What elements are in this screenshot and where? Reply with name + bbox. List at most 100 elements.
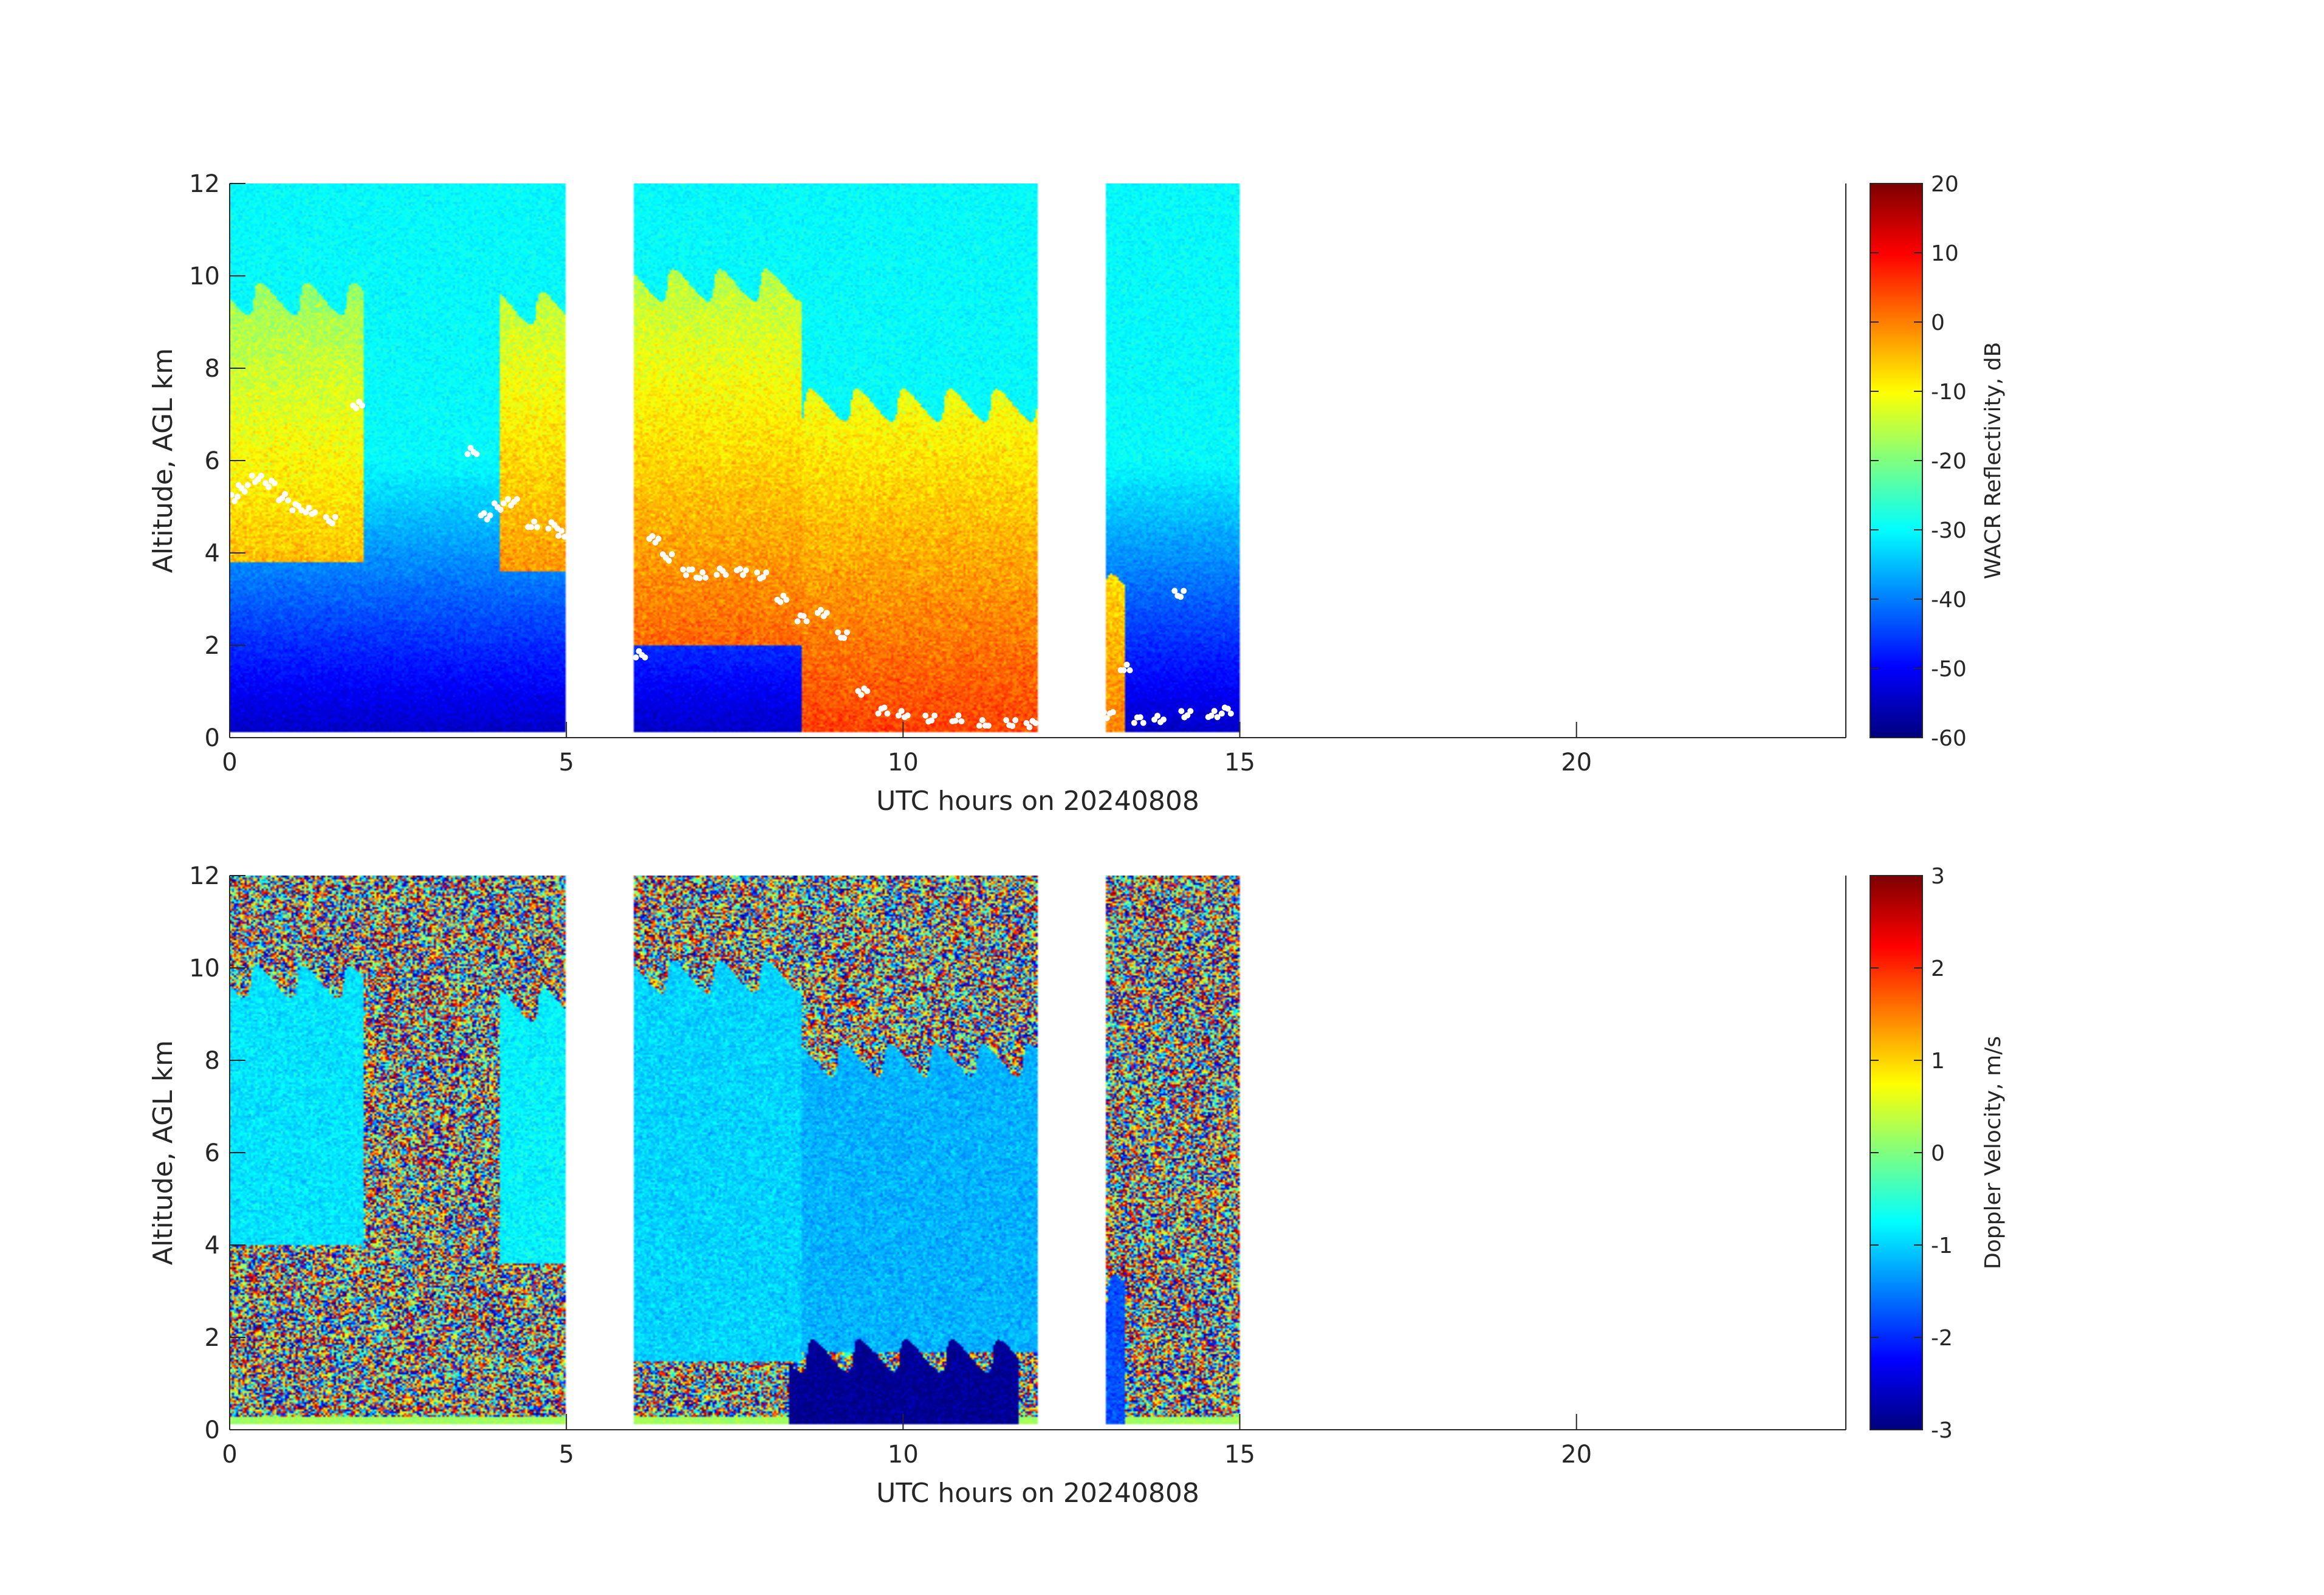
- cloud-base-marker: [1140, 719, 1147, 726]
- cloud-base-marker: [931, 712, 938, 719]
- y-tick-label: 10: [189, 262, 220, 290]
- cloud-base-marker: [1160, 716, 1167, 723]
- x-tick-label: 10: [888, 1441, 919, 1469]
- cloud-base-marker: [844, 629, 851, 636]
- cloud-base-marker: [1126, 667, 1133, 674]
- doppler-velocity-heatmap: [230, 876, 1846, 1430]
- colorbar-tick-label: 10: [1931, 241, 1959, 266]
- y-tick-label: 8: [205, 1047, 220, 1075]
- cloud-base-marker: [683, 572, 690, 578]
- cloud-base-markers: [228, 399, 1234, 730]
- reflectivity-y-axis-label: Altitude, AGL km: [148, 348, 179, 573]
- cloud-base-marker: [1131, 719, 1137, 726]
- x-tick-label: 5: [558, 749, 574, 777]
- cloud-base-marker: [481, 510, 487, 516]
- cloud-base-marker: [955, 712, 962, 719]
- cloud-base-marker: [531, 518, 538, 525]
- cloud-base-marker: [754, 569, 761, 576]
- cloud-base-marker: [668, 551, 675, 558]
- cloud-base-marker: [1154, 713, 1161, 719]
- cloud-base-marker: [1109, 709, 1116, 716]
- cloud-base-marker: [1137, 714, 1143, 721]
- cloud-base-marker: [1012, 717, 1019, 724]
- reflectivity-heatmap: [230, 184, 1846, 738]
- colorbar-tick-label: -20: [1931, 449, 1967, 474]
- cloud-base-marker: [303, 509, 309, 516]
- cloud-base-marker: [271, 480, 278, 487]
- colorbar-tick-label: -3: [1931, 1418, 1953, 1443]
- cloud-base-marker: [1103, 715, 1110, 721]
- cloud-base-marker: [1224, 705, 1231, 712]
- y-tick-label: 2: [205, 1324, 220, 1352]
- colorbar-tick-label: -10: [1931, 380, 1967, 405]
- x-tick-label: 20: [1561, 1441, 1592, 1469]
- cloud-base-marker: [1184, 712, 1191, 719]
- colorbar-tick-label: 1: [1931, 1049, 1945, 1074]
- cloud-base-marker: [332, 514, 338, 521]
- cloud-base-marker: [1187, 708, 1194, 715]
- reflectivity-colorbar: [1870, 184, 1922, 738]
- cloud-base-marker: [1120, 667, 1127, 673]
- cloud-base-marker: [722, 572, 729, 578]
- cloud-base-marker: [928, 717, 935, 724]
- cloud-base-marker: [1218, 710, 1225, 717]
- cloud-base-marker: [696, 575, 703, 581]
- cloud-base-marker: [266, 484, 272, 490]
- cloud-base-marker: [528, 524, 535, 530]
- cloud-base-marker: [800, 612, 807, 619]
- doppler-x-axis-label: UTC hours on 20240808: [876, 1478, 1199, 1509]
- x-tick-label: 15: [1224, 1441, 1255, 1469]
- y-tick-label: 12: [189, 862, 220, 890]
- cloud-base-marker: [898, 708, 905, 715]
- colorbar-tick-label: 3: [1931, 864, 1945, 889]
- x-tick-label: 5: [558, 1441, 574, 1469]
- cloud-base-marker: [739, 572, 746, 578]
- cloud-base-marker: [467, 445, 474, 451]
- y-tick-label: 4: [205, 1232, 220, 1260]
- cloud-base-marker: [473, 451, 480, 458]
- cloud-base-marker: [353, 405, 360, 411]
- x-tick-label: 0: [222, 749, 237, 777]
- cloud-base-marker: [249, 472, 255, 479]
- y-tick-label: 6: [205, 447, 220, 475]
- cloud-base-marker: [1003, 717, 1010, 724]
- doppler-colorbar-label: Doppler Velocity, m/s: [1981, 1036, 2006, 1269]
- reflectivity-axes: 0 5 10 15 20 0 2 4 6 8 10 12: [189, 170, 1846, 777]
- cloud-base-marker: [1177, 594, 1184, 600]
- cloud-base-marker: [231, 498, 238, 504]
- cloud-base-marker: [817, 606, 824, 613]
- cloud-base-marker: [1009, 722, 1016, 729]
- colorbar-tick-label: 0: [1931, 310, 1945, 335]
- cloud-base-marker: [241, 488, 248, 495]
- doppler-colorbar-ticks: -3 -2 -1 0 1 2 3: [1870, 864, 1953, 1443]
- reflectivity-colorbar-ticks: -60 -50 -40 -30 -20 -10 0 10 20: [1870, 172, 1967, 751]
- cloud-base-marker: [1181, 588, 1187, 594]
- colorbar-tick-label: 2: [1931, 956, 1945, 981]
- cloud-base-marker: [976, 722, 982, 729]
- cloud-base-marker: [649, 533, 656, 540]
- y-tick-label: 0: [205, 1416, 220, 1444]
- cloud-base-marker: [1032, 720, 1039, 727]
- cloud-base-marker: [632, 654, 639, 661]
- doppler-y-axis-label: Altitude, AGL km: [148, 1040, 179, 1265]
- colorbar-tick-label: 20: [1931, 172, 1959, 197]
- x-tick-label: 10: [888, 749, 919, 777]
- x-tick-label: 20: [1561, 749, 1592, 777]
- cloud-base-marker: [642, 654, 648, 660]
- y-tick-label: 8: [205, 355, 220, 383]
- cloud-base-marker: [985, 722, 992, 729]
- y-tick-label: 6: [205, 1139, 220, 1167]
- cloud-base-marker: [545, 525, 552, 532]
- cloud-base-marker: [922, 712, 929, 719]
- colorbar-tick-label: -1: [1931, 1233, 1953, 1258]
- cloud-base-marker: [713, 572, 720, 578]
- y-tick-label: 0: [205, 724, 220, 752]
- cloud-base-marker: [783, 597, 790, 603]
- cloud-base-marker: [289, 507, 296, 513]
- cloud-base-marker: [1100, 708, 1107, 715]
- cloud-base-marker: [558, 527, 565, 534]
- cloud-base-marker: [952, 718, 959, 724]
- y-tick-label: 12: [189, 170, 220, 198]
- x-tick-label: 15: [1224, 749, 1255, 777]
